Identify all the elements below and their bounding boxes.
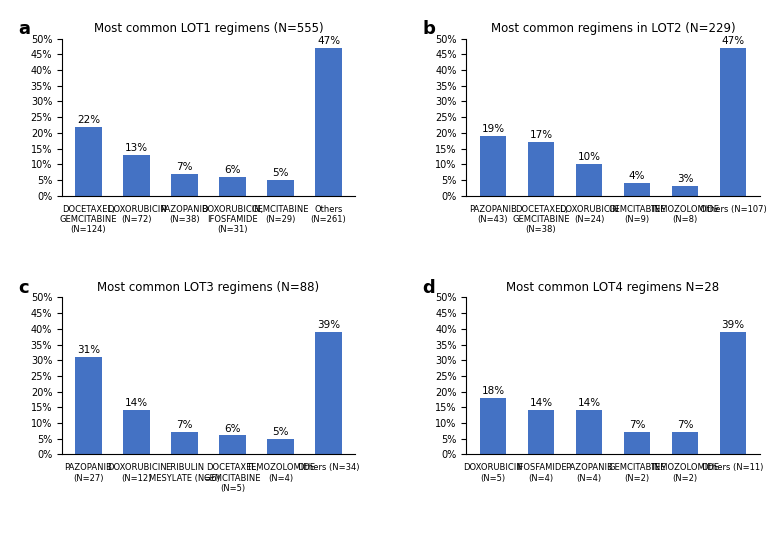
Text: 7%: 7%	[176, 162, 193, 172]
Bar	[315, 332, 342, 454]
Bar	[267, 439, 294, 454]
Bar	[219, 435, 246, 454]
Text: 22%: 22%	[77, 115, 100, 125]
Bar	[171, 432, 198, 454]
Bar	[75, 126, 102, 196]
Text: 39%: 39%	[317, 320, 340, 330]
Title: Most common LOT4 regimens N=28: Most common LOT4 regimens N=28	[506, 280, 719, 294]
Text: 47%: 47%	[722, 37, 745, 47]
Bar	[624, 432, 650, 454]
Text: 14%: 14%	[577, 398, 601, 408]
Bar	[672, 432, 698, 454]
Bar	[480, 136, 506, 196]
Text: d: d	[422, 279, 436, 297]
Bar	[528, 142, 554, 196]
Bar	[315, 48, 342, 196]
Text: 7%: 7%	[629, 420, 646, 430]
Title: Most common LOT1 regimens (N=555): Most common LOT1 regimens (N=555)	[94, 22, 323, 35]
Bar	[219, 177, 246, 196]
Bar	[171, 173, 198, 196]
Bar	[624, 183, 650, 196]
Text: 19%: 19%	[481, 124, 505, 134]
Text: 39%: 39%	[722, 320, 745, 330]
Bar	[576, 411, 602, 454]
Bar	[528, 411, 554, 454]
Text: 13%: 13%	[125, 143, 148, 153]
Title: Most common regimens in LOT2 (N=229): Most common regimens in LOT2 (N=229)	[491, 22, 735, 35]
Text: 18%: 18%	[481, 386, 505, 396]
Text: 14%: 14%	[529, 398, 553, 408]
Text: 6%: 6%	[224, 165, 241, 175]
Bar	[576, 164, 602, 196]
Text: 14%: 14%	[125, 398, 148, 408]
Text: 4%: 4%	[629, 171, 646, 181]
Text: 17%: 17%	[529, 130, 553, 140]
Text: 5%: 5%	[272, 168, 289, 178]
Text: c: c	[18, 279, 29, 297]
Text: 6%: 6%	[224, 424, 241, 434]
Bar	[123, 155, 150, 196]
Bar	[267, 180, 294, 196]
Text: 7%: 7%	[176, 420, 193, 430]
Bar	[672, 186, 698, 196]
Text: 47%: 47%	[317, 37, 340, 47]
Text: 3%: 3%	[677, 175, 693, 184]
Bar	[123, 411, 150, 454]
Bar	[720, 332, 746, 454]
Text: 7%: 7%	[677, 420, 693, 430]
Text: 10%: 10%	[577, 152, 601, 162]
Text: a: a	[18, 20, 30, 38]
Bar	[480, 398, 506, 454]
Text: b: b	[422, 20, 436, 38]
Text: 31%: 31%	[77, 345, 100, 355]
Bar	[75, 357, 102, 454]
Title: Most common LOT3 regimens (N=88): Most common LOT3 regimens (N=88)	[98, 280, 319, 294]
Text: 5%: 5%	[272, 427, 289, 437]
Bar	[720, 48, 746, 196]
